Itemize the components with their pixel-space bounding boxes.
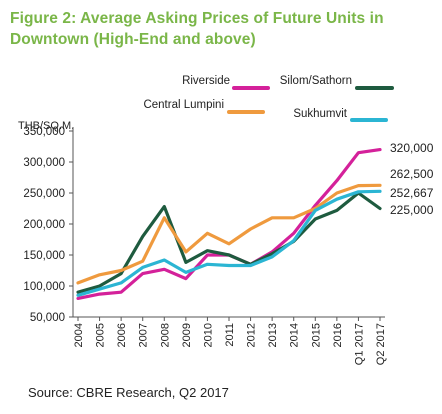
x-tick-label: 2007 [138, 323, 150, 347]
y-tick-label: 200,000 [23, 219, 65, 231]
end-value-label: 320,000 [390, 141, 434, 155]
x-tick-label: Q2 2017 [375, 323, 387, 365]
axes [72, 127, 385, 318]
legend-label-central-lumpini: Central Lumpini [143, 99, 224, 111]
x-tick-label: 2006 [116, 323, 128, 347]
x-tick-label: 2009 [181, 323, 193, 347]
x-tick-label: 2015 [310, 323, 322, 347]
x-tick-label: 2005 [95, 323, 107, 347]
legend-label-silom-sathorn: Silom/Sathorn [280, 75, 352, 87]
x-tick-label: 2016 [332, 323, 344, 347]
y-tick-label: 300,000 [23, 157, 65, 169]
x-tick-label: Q1 2017 [353, 323, 365, 365]
y-tick-label: 350,000 [23, 126, 65, 138]
source-note: Source: CBRE Research, Q2 2017 [28, 385, 229, 400]
legend-label-sukhumvit: Sukhumvit [293, 108, 347, 120]
y-tick-label: 250,000 [23, 188, 65, 200]
x-tick-label: 2008 [159, 323, 171, 347]
x-tick-label: 2014 [289, 323, 301, 347]
legend: Riverside Silom/Sathorn Central Lumpini Suk… [143, 75, 394, 122]
series-line-central-lumpini [76, 183, 382, 285]
series-lines [76, 148, 382, 300]
end-value-labels: 320,000 262,500 252,667 225,000 [390, 141, 434, 217]
series-line-silom-sathorn [76, 191, 382, 294]
x-tick-label: 2012 [246, 323, 258, 347]
x-tick-label: 2004 [73, 323, 85, 347]
y-axis-label: THB/SQ.M. [18, 120, 74, 132]
legend-label-riverside: Riverside [182, 75, 230, 87]
x-axis-ticks: 2004 2005 2006 2007 2008 2009 2010 2011 2012 2013… [73, 317, 387, 365]
y-tick-label: 100,000 [23, 281, 65, 293]
series-line-riverside [76, 148, 382, 300]
y-tick-label: 150,000 [23, 250, 65, 262]
end-value-label: 252,667 [390, 186, 434, 200]
chart-title: Figure 2: Average Asking Prices of Futur… [10, 10, 384, 48]
x-tick-label: 2011 [224, 323, 236, 347]
y-axis-ticks: 350,000 300,000 250,000 200,000 150,000 100,0… [23, 126, 73, 324]
y-tick-label: 50,000 [30, 312, 65, 324]
end-value-label: 262,500 [390, 167, 434, 181]
x-tick-label: 2010 [202, 323, 214, 347]
series-line-sukhumvit [76, 189, 382, 297]
x-tick-label: 2013 [267, 323, 279, 347]
end-value-label: 225,000 [390, 203, 434, 217]
